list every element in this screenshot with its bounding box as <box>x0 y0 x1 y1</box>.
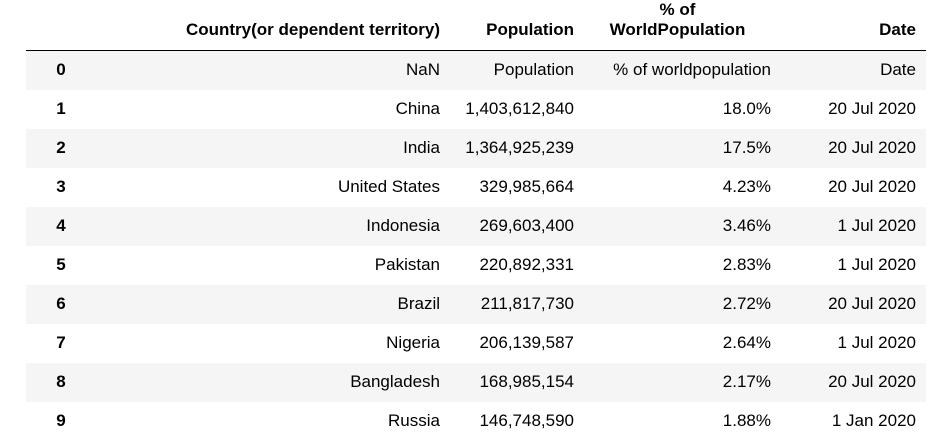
population-cell: 220,892,331 <box>479 255 574 274</box>
table-row: 7 Nigeria 206,139,587 2.64% 1 Jul 2020 <box>26 323 926 363</box>
row-index: 2 <box>56 138 66 157</box>
table-row: 2 India 1,364,925,239 17.5% 20 Jul 2020 <box>26 128 926 168</box>
row-index: 4 <box>56 216 66 235</box>
population-cell: 1,403,612,840 <box>465 99 574 118</box>
country-cell: China <box>395 99 440 118</box>
date-cell: 20 Jul 2020 <box>828 138 916 157</box>
country-cell: India <box>403 138 440 157</box>
country-cell: Indonesia <box>366 216 440 235</box>
date-column-header: Date <box>781 0 926 51</box>
row-index: 1 <box>56 99 66 118</box>
row-index: 6 <box>56 294 66 313</box>
date-cell: Date <box>880 60 916 80</box>
world-percent-cell: 2.64% <box>722 333 771 352</box>
population-table: Country(or dependent territory) Populati… <box>26 0 926 441</box>
date-cell: 1 Jan 2020 <box>831 411 916 430</box>
row-index: 5 <box>56 255 66 274</box>
date-cell: 20 Jul 2020 <box>828 177 916 196</box>
world-percent-cell: 17.5% <box>722 138 771 157</box>
country-cell: NaN <box>405 60 440 80</box>
world-percent-cell: 3.46% <box>722 216 771 235</box>
population-cell: 1,364,925,239 <box>465 138 574 157</box>
table-row: 3 United States 329,985,664 4.23% 20 Jul 202… <box>26 167 926 207</box>
date-cell: 20 Jul 2020 <box>828 372 916 391</box>
world-percent-cell: 18.0% <box>722 99 771 118</box>
population-cell: 168,985,154 <box>479 372 574 391</box>
date-cell: 1 Jul 2020 <box>837 216 916 235</box>
row-index: 0 <box>56 60 66 80</box>
country-cell: Nigeria <box>386 333 440 352</box>
table-row: 5 Pakistan 220,892,331 2.83% 1 Jul 2020 <box>26 245 926 285</box>
row-index: 7 <box>56 333 66 352</box>
pct-header-line-2: WorldPopulation <box>609 20 746 39</box>
world-percent-cell: 2.17% <box>722 372 771 391</box>
table-row: 8 Bangladesh 168,985,154 2.17% 20 Jul 2020 <box>26 362 926 402</box>
date-cell: 1 Jul 2020 <box>837 255 916 274</box>
row-index: 3 <box>56 177 66 196</box>
world-percent-cell: 4.23% <box>722 177 771 196</box>
country-column-header: Country(or dependent territory) <box>96 0 450 51</box>
table-row: 1 China 1,403,612,840 18.0% 20 Jul 2020 <box>26 89 926 129</box>
country-cell: United States <box>337 177 440 196</box>
world-percent-cell: 1.88% <box>722 411 771 430</box>
population-cell: 206,139,587 <box>479 333 574 352</box>
population-cell: 329,985,664 <box>479 177 574 196</box>
table-row: 4 Indonesia 269,603,400 3.46% 1 Jul 2020 <box>26 206 926 246</box>
header-row: Country(or dependent territory) Populati… <box>26 0 926 51</box>
table-body: 0 NaN Population % of worldpopulation Date 1 C… <box>26 50 926 441</box>
index-column-header <box>26 0 96 51</box>
table-row: 9 Russia 146,748,590 1.88% 1 Jan 2020 <box>26 401 926 441</box>
world-percent-cell: 2.83% <box>722 255 771 274</box>
row-index: 9 <box>56 411 66 430</box>
population-cell: 269,603,400 <box>479 216 574 235</box>
country-cell: Pakistan <box>374 255 440 274</box>
country-cell: Bangladesh <box>350 372 440 391</box>
world-percent-cell: % of worldpopulation <box>613 60 771 80</box>
world-population-percent-column-header: % of WorldPopulation <box>584 0 781 51</box>
date-cell: 1 Jul 2020 <box>837 333 916 352</box>
date-cell: 20 Jul 2020 <box>828 99 916 118</box>
row-index: 8 <box>56 372 66 391</box>
table-row: 6 Brazil 211,817,730 2.72% 20 Jul 2020 <box>26 284 926 324</box>
table-row: 0 NaN Population % of worldpopulation Date <box>26 50 926 90</box>
country-cell: Brazil <box>397 294 440 313</box>
pct-header-line-1: % of <box>659 0 696 19</box>
population-cell: 211,817,730 <box>480 294 574 313</box>
population-cell: 146,748,590 <box>479 411 574 430</box>
date-cell: 20 Jul 2020 <box>828 294 916 313</box>
world-percent-cell: 2.72% <box>722 294 771 313</box>
country-cell: Russia <box>388 411 440 430</box>
population-column-header: Population <box>450 0 584 51</box>
table-header: Country(or dependent territory) Populati… <box>26 0 926 51</box>
dataframe-output: Country(or dependent territory) Populati… <box>26 0 926 441</box>
population-cell: Population <box>493 60 574 80</box>
